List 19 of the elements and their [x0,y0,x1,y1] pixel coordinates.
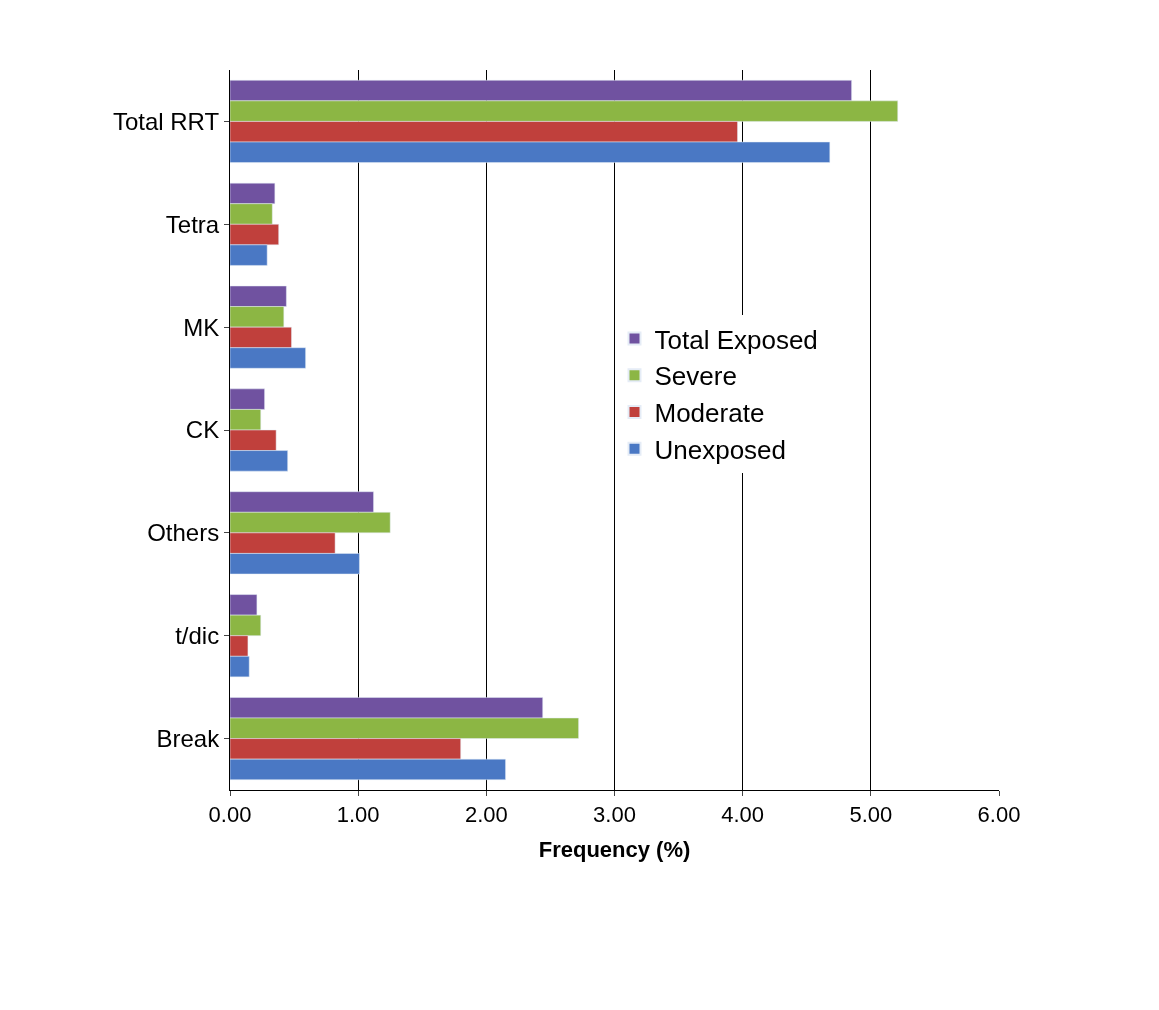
legend-label: Moderate [654,398,765,429]
legend-label: Unexposed [654,434,787,465]
y-tick-label: MK [183,313,220,341]
legend-label: Total Exposed [654,324,818,355]
x-tick-label: 2.00 [464,802,508,828]
x-tick-label: 1.00 [336,802,380,828]
y-tick-label: Total RRT [112,107,220,135]
x-tick-label: 4.00 [721,802,765,828]
x-axis-title: Frequency (%) [538,837,691,863]
y-tick-label: Others [147,519,220,547]
y-tick-label: Break [156,724,221,752]
legend-label: Severe [654,361,737,392]
x-tick-label: 3.00 [593,802,636,828]
x-tick-label: 5.00 [849,802,893,828]
x-tick-label: 6.00 [977,802,1021,828]
x-tick-label: 0.00 [208,802,252,828]
y-tick-label: Tetra [165,210,220,238]
y-tick-label: CK [185,416,220,444]
y-tick-label: t/dic [175,622,220,650]
